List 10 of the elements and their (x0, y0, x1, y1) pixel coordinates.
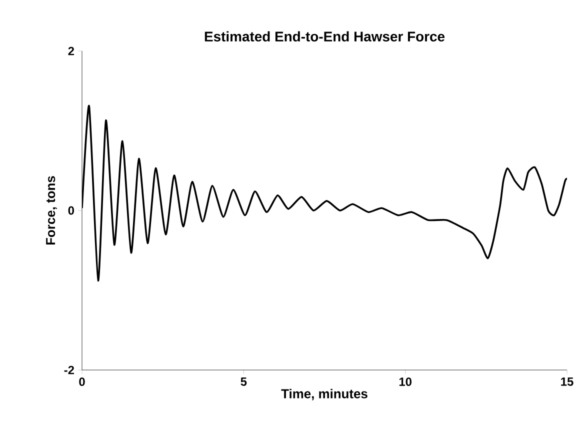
x-tick-label: 5 (240, 378, 247, 386)
chart-title: Estimated End-to-End Hawser Force (204, 31, 445, 42)
x-axis-title: Time, minutes (281, 388, 368, 400)
y-axis-title: Force, tons (46, 176, 58, 245)
x-tick-label: 0 (79, 378, 85, 386)
y-tick-label: -2 (64, 366, 74, 374)
y-tick-label: 0 (68, 206, 74, 215)
x-tick-label: 10 (399, 378, 412, 386)
y-tick-label: 2 (68, 46, 74, 56)
x-tick-label: 15 (561, 378, 574, 386)
